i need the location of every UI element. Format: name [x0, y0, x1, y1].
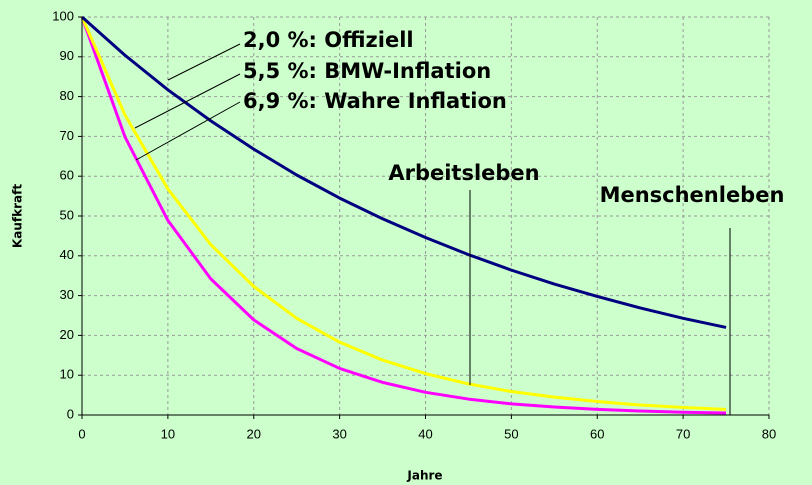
y-tick-label: 30: [60, 287, 74, 302]
leader-line: [167, 43, 241, 81]
x-tick-label: 50: [504, 426, 518, 441]
series-line: [80, 16, 727, 411]
series-label: 5,5 %: BMW-Inflation: [243, 59, 491, 83]
leader-line: [135, 101, 241, 161]
y-tick-label: 90: [60, 48, 74, 63]
x-tick-label: 80: [762, 426, 776, 441]
series-line: [80, 16, 727, 415]
x-tick-label: 0: [78, 426, 85, 441]
y-tick-label: 100: [52, 8, 74, 23]
x-axis-title: Jahre: [406, 469, 442, 483]
y-tick-label: 40: [60, 247, 74, 262]
x-tick-label: 10: [161, 426, 175, 441]
x-tick-label: 70: [676, 426, 690, 441]
annotation: Arbeitsleben: [388, 161, 539, 185]
x-tick-label: 30: [332, 426, 346, 441]
annotation: Menschenleben: [600, 183, 785, 207]
y-tick-label: 70: [60, 128, 74, 143]
leader-line: [134, 73, 241, 129]
y-tick-label: 0: [67, 406, 74, 421]
series-label: 2,0 %: Offiziell: [243, 28, 414, 52]
series-label: 6,9 %: Wahre Inflation: [243, 89, 507, 113]
y-axis-title: Kaufkraft: [11, 184, 25, 248]
y-tick-label: 10: [60, 367, 74, 382]
y-tick-label: 60: [60, 168, 74, 183]
lines: [80, 15, 727, 415]
y-tick-label: 50: [60, 207, 74, 222]
x-tick-label: 60: [590, 426, 604, 441]
x-tick-label: 20: [247, 426, 261, 441]
series-line: [81, 15, 727, 329]
x-tick-label: 40: [418, 426, 432, 441]
y-tick-label: 20: [60, 327, 74, 342]
y-tick-label: 80: [60, 88, 74, 103]
axes: 0 10 20 30 40 50 60 70 80 90 100 0 10 20 30 40 50 60 70 80: [52, 8, 776, 441]
